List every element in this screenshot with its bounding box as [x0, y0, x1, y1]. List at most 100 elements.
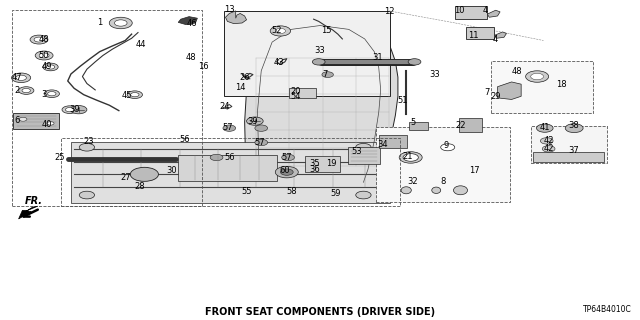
Text: 14: 14: [235, 83, 245, 92]
Text: 25: 25: [54, 153, 65, 162]
Text: 39: 39: [248, 116, 259, 126]
Circle shape: [255, 139, 268, 146]
Text: 18: 18: [556, 80, 566, 89]
Circle shape: [70, 106, 87, 114]
Circle shape: [19, 87, 34, 94]
Circle shape: [356, 143, 371, 151]
FancyBboxPatch shape: [289, 88, 316, 98]
Circle shape: [19, 117, 27, 121]
Polygon shape: [178, 17, 197, 25]
Text: 20: 20: [291, 87, 301, 96]
Text: 48: 48: [186, 53, 196, 62]
Text: 55: 55: [241, 187, 252, 196]
Bar: [12, 10, 202, 206]
Text: 31: 31: [372, 53, 383, 62]
Circle shape: [127, 91, 143, 99]
Text: 16: 16: [198, 62, 209, 71]
Polygon shape: [225, 11, 246, 24]
Text: 9: 9: [444, 141, 449, 150]
Circle shape: [542, 146, 555, 152]
Circle shape: [44, 90, 60, 98]
Circle shape: [79, 143, 95, 151]
Text: 51: 51: [398, 96, 408, 105]
Text: 1: 1: [97, 19, 102, 28]
Circle shape: [275, 166, 298, 178]
Circle shape: [282, 154, 294, 161]
Circle shape: [246, 117, 263, 125]
Polygon shape: [71, 142, 390, 203]
Text: 49: 49: [42, 62, 52, 71]
Text: 22: 22: [455, 121, 466, 130]
Polygon shape: [497, 82, 521, 100]
FancyBboxPatch shape: [455, 6, 486, 19]
Text: 60: 60: [280, 166, 290, 175]
Text: 26: 26: [239, 73, 250, 82]
Circle shape: [46, 65, 55, 69]
Text: 42: 42: [543, 136, 554, 145]
Circle shape: [531, 73, 543, 80]
Circle shape: [115, 20, 127, 26]
Text: 19: 19: [326, 159, 337, 168]
Polygon shape: [495, 32, 506, 38]
Text: 41: 41: [540, 123, 550, 132]
Text: 17: 17: [469, 166, 480, 175]
Text: 36: 36: [310, 165, 320, 174]
Circle shape: [39, 53, 49, 58]
Text: 47: 47: [12, 73, 22, 82]
FancyBboxPatch shape: [409, 123, 428, 130]
Bar: [531, 125, 607, 163]
Circle shape: [536, 124, 553, 132]
Circle shape: [270, 26, 291, 36]
Text: 46: 46: [187, 19, 198, 28]
Circle shape: [62, 106, 77, 114]
Text: 27: 27: [120, 173, 131, 182]
Bar: [61, 138, 400, 206]
Text: 8: 8: [440, 177, 445, 186]
Circle shape: [35, 51, 53, 60]
Text: 2: 2: [14, 86, 19, 95]
Circle shape: [540, 138, 553, 144]
Text: 40: 40: [42, 120, 52, 129]
Circle shape: [399, 152, 422, 163]
Circle shape: [356, 191, 371, 199]
Text: 48: 48: [39, 35, 49, 44]
Polygon shape: [487, 10, 500, 17]
Ellipse shape: [432, 187, 441, 194]
Text: 34: 34: [377, 140, 388, 149]
Circle shape: [22, 88, 31, 93]
Text: 56: 56: [224, 153, 235, 162]
Circle shape: [408, 59, 421, 65]
Text: 48: 48: [511, 67, 522, 76]
Text: 24: 24: [219, 102, 230, 111]
FancyBboxPatch shape: [380, 135, 408, 148]
Circle shape: [12, 73, 31, 83]
Text: 50: 50: [39, 51, 49, 60]
Text: 13: 13: [224, 5, 235, 14]
Ellipse shape: [401, 187, 412, 194]
Text: 42: 42: [543, 144, 554, 153]
Text: 15: 15: [321, 26, 332, 35]
Text: 4: 4: [493, 35, 499, 44]
FancyBboxPatch shape: [13, 113, 60, 129]
Circle shape: [565, 124, 583, 132]
Text: 32: 32: [407, 177, 418, 186]
Circle shape: [525, 71, 548, 82]
Bar: [491, 61, 593, 113]
Bar: [376, 127, 510, 202]
Circle shape: [441, 144, 455, 151]
FancyBboxPatch shape: [348, 147, 380, 164]
Circle shape: [109, 17, 132, 29]
Text: 59: 59: [331, 189, 341, 198]
Bar: [178, 155, 277, 181]
Text: 21: 21: [403, 152, 413, 161]
Text: 7: 7: [323, 70, 328, 79]
Circle shape: [223, 125, 236, 131]
Text: 54: 54: [291, 92, 301, 101]
Text: 6: 6: [14, 116, 19, 125]
Text: 53: 53: [352, 147, 362, 156]
Circle shape: [16, 75, 26, 80]
Circle shape: [312, 59, 325, 65]
Text: 28: 28: [134, 182, 145, 191]
FancyBboxPatch shape: [467, 27, 494, 39]
Text: 57: 57: [254, 138, 265, 147]
